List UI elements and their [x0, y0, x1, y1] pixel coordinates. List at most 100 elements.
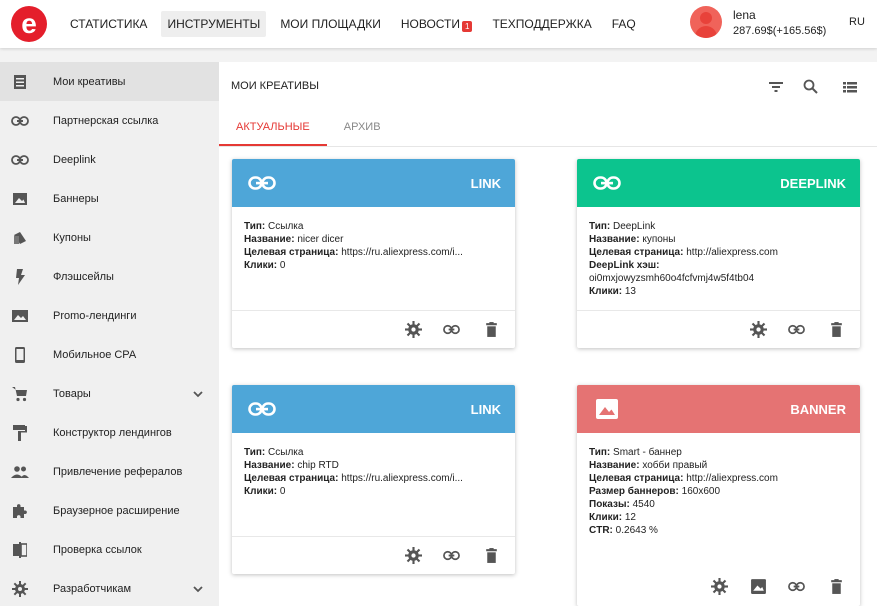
- people-icon: [11, 463, 29, 481]
- detail-value: https://ru.aliexpress.com/i...: [338, 473, 463, 484]
- detail-row: Название: хобби правый: [589, 459, 848, 472]
- language-switch[interactable]: RU: [849, 16, 865, 28]
- detail-row: Клики: 13: [589, 285, 848, 298]
- detail-key: Тип:: [589, 447, 611, 458]
- cart-icon: [11, 385, 29, 403]
- sidebar-item-label: Браузерное расширение: [53, 504, 180, 517]
- detail-value: 13: [622, 286, 636, 297]
- detail-key: Целевая страница:: [589, 247, 684, 258]
- card-details: Тип: DeepLink Название: купоны Целевая с…: [577, 207, 860, 298]
- sidebar-item-banners[interactable]: Баннеры: [0, 179, 219, 218]
- sidebar-item-browser-extension[interactable]: Браузерное расширение: [0, 491, 219, 530]
- link-icon[interactable]: [443, 321, 460, 338]
- nav-label: МОИ ПЛОЩАДКИ: [280, 17, 381, 31]
- sidebar-item-my-creatives[interactable]: Мои креативы: [0, 62, 219, 101]
- trash-icon[interactable]: [483, 547, 500, 564]
- link-icon: [593, 173, 621, 193]
- link-icon[interactable]: [788, 321, 805, 338]
- settings-gear-icon[interactable]: [711, 578, 728, 595]
- sidebar-item-developers[interactable]: Разработчикам: [0, 569, 219, 606]
- nav-faq[interactable]: FAQ: [606, 11, 642, 37]
- detail-value: DeepLink: [610, 221, 656, 232]
- detail-value: 0.2643 %: [612, 525, 658, 536]
- sidebar-item-label: Deeplink: [53, 153, 96, 166]
- detail-value: 4540: [629, 499, 655, 510]
- sidebar-item-label: Разработчикам: [53, 582, 132, 595]
- image-icon[interactable]: [750, 578, 767, 595]
- search-icon[interactable]: [802, 78, 820, 96]
- image-icon: [11, 190, 29, 208]
- detail-key: Клики:: [589, 512, 623, 523]
- link-icon[interactable]: [788, 578, 805, 595]
- detail-value: 160x600: [678, 486, 721, 497]
- logo[interactable]: e: [11, 6, 47, 42]
- settings-gear-icon[interactable]: [750, 321, 767, 338]
- list-icon: [11, 73, 29, 91]
- filter-icon[interactable]: [767, 78, 785, 96]
- sidebar-item-label: Promo-лендинги: [53, 309, 137, 322]
- creative-card: BANNER Тип: Smart - баннер Название: хоб…: [577, 385, 860, 606]
- landscape-icon: [11, 307, 29, 325]
- sidebar-item-label: Мобильное CPA: [53, 348, 137, 361]
- sidebar-item-deeplink[interactable]: Deeplink: [0, 140, 219, 179]
- sidebar-item-label: Привлечение рефералов: [53, 465, 183, 478]
- sidebar-item-coupons[interactable]: Купоны: [0, 218, 219, 257]
- list-view-icon[interactable]: [841, 78, 859, 96]
- settings-gear-icon[interactable]: [405, 321, 422, 338]
- detail-key: CTR:: [589, 525, 613, 536]
- detail-row: Клики: 0: [244, 485, 503, 498]
- nav-support[interactable]: ТЕХПОДДЕРЖКА: [486, 11, 597, 37]
- nav-tools[interactable]: ИНСТРУМЕНТЫ: [161, 11, 267, 37]
- detail-value: oi0mxjowyzsmh60o4fcfvmj4w5f4tb04: [589, 273, 755, 284]
- card-header: LINK: [232, 385, 515, 433]
- detail-value: купоны: [639, 234, 676, 245]
- sidebar-item-label: Купоны: [53, 231, 91, 244]
- detail-key: Клики:: [589, 286, 623, 297]
- sidebar-item-promo-landings[interactable]: Promo-лендинги: [0, 296, 219, 335]
- detail-row: Название: nicer dicer: [244, 233, 503, 246]
- detail-key: DeepLink хэш:: [589, 260, 660, 271]
- trash-icon[interactable]: [483, 321, 500, 338]
- trash-icon[interactable]: [828, 578, 845, 595]
- detail-value: 12: [622, 512, 636, 523]
- sidebar-item-referrals[interactable]: Привлечение рефералов: [0, 452, 219, 491]
- sidebar-item-partner-link[interactable]: Партнерская ссылка: [0, 101, 219, 140]
- sidebar-item-flashsales[interactable]: Флэшсейлы: [0, 257, 219, 296]
- tab-actual[interactable]: АКТУАЛЬНЫЕ: [219, 110, 327, 146]
- chevron-down-icon[interactable]: [191, 582, 205, 596]
- detail-value: Ссылка: [265, 221, 304, 232]
- nav-statistics[interactable]: СТАТИСТИКА: [64, 11, 153, 37]
- avatar[interactable]: [690, 6, 722, 38]
- nav-news[interactable]: НОВОСТИ 1: [395, 11, 479, 38]
- tab-archive[interactable]: АРХИВ: [343, 121, 381, 133]
- detail-row: Клики: 0: [244, 259, 503, 272]
- settings-gear-icon[interactable]: [405, 547, 422, 564]
- card-type: DEEPLINK: [780, 176, 846, 191]
- chevron-down-icon[interactable]: [191, 387, 205, 401]
- detail-row: CTR: 0.2643 %: [589, 524, 848, 537]
- card-type: BANNER: [790, 402, 846, 417]
- sidebar-item-label: Мои креативы: [53, 75, 126, 88]
- detail-key: Название:: [244, 460, 295, 471]
- sidebar-item-mobile-cpa[interactable]: Мобильное CPA: [0, 335, 219, 374]
- link-icon: [248, 173, 276, 193]
- detail-key: Показы:: [589, 499, 630, 510]
- detail-row: Размер баннеров: 160x600: [589, 485, 848, 498]
- sidebar-item-products[interactable]: Товары: [0, 374, 219, 413]
- main-nav: СТАТИСТИКА ИНСТРУМЕНТЫ МОИ ПЛОЩАДКИ НОВО…: [64, 10, 650, 38]
- sidebar-item-link-check[interactable]: Проверка ссылок: [0, 530, 219, 569]
- detail-value: chip RTD: [294, 460, 339, 471]
- user-menu[interactable]: lena 287.69$(+165.56$): [690, 6, 826, 38]
- main-content: МОИ КРЕАТИВЫ АКТУАЛЬНЫЕ АРХИВ LINK Тип: …: [219, 62, 877, 606]
- trash-icon[interactable]: [828, 321, 845, 338]
- detail-key: Название:: [589, 234, 640, 245]
- detail-row: Тип: Ссылка: [244, 446, 503, 459]
- link-icon[interactable]: [443, 547, 460, 564]
- nav-label: ТЕХПОДДЕРЖКА: [492, 17, 592, 31]
- nav-my-sites[interactable]: МОИ ПЛОЩАДКИ: [274, 11, 387, 37]
- creative-card: LINK Тип: Ссылка Название: nicer dicer Ц…: [232, 159, 515, 348]
- link-icon: [11, 112, 29, 130]
- detail-key: Название:: [244, 234, 295, 245]
- sidebar-item-landing-builder[interactable]: Конструктор лендингов: [0, 413, 219, 452]
- sidebar: Мои креативы Партнерская ссылка Deeplink…: [0, 62, 219, 606]
